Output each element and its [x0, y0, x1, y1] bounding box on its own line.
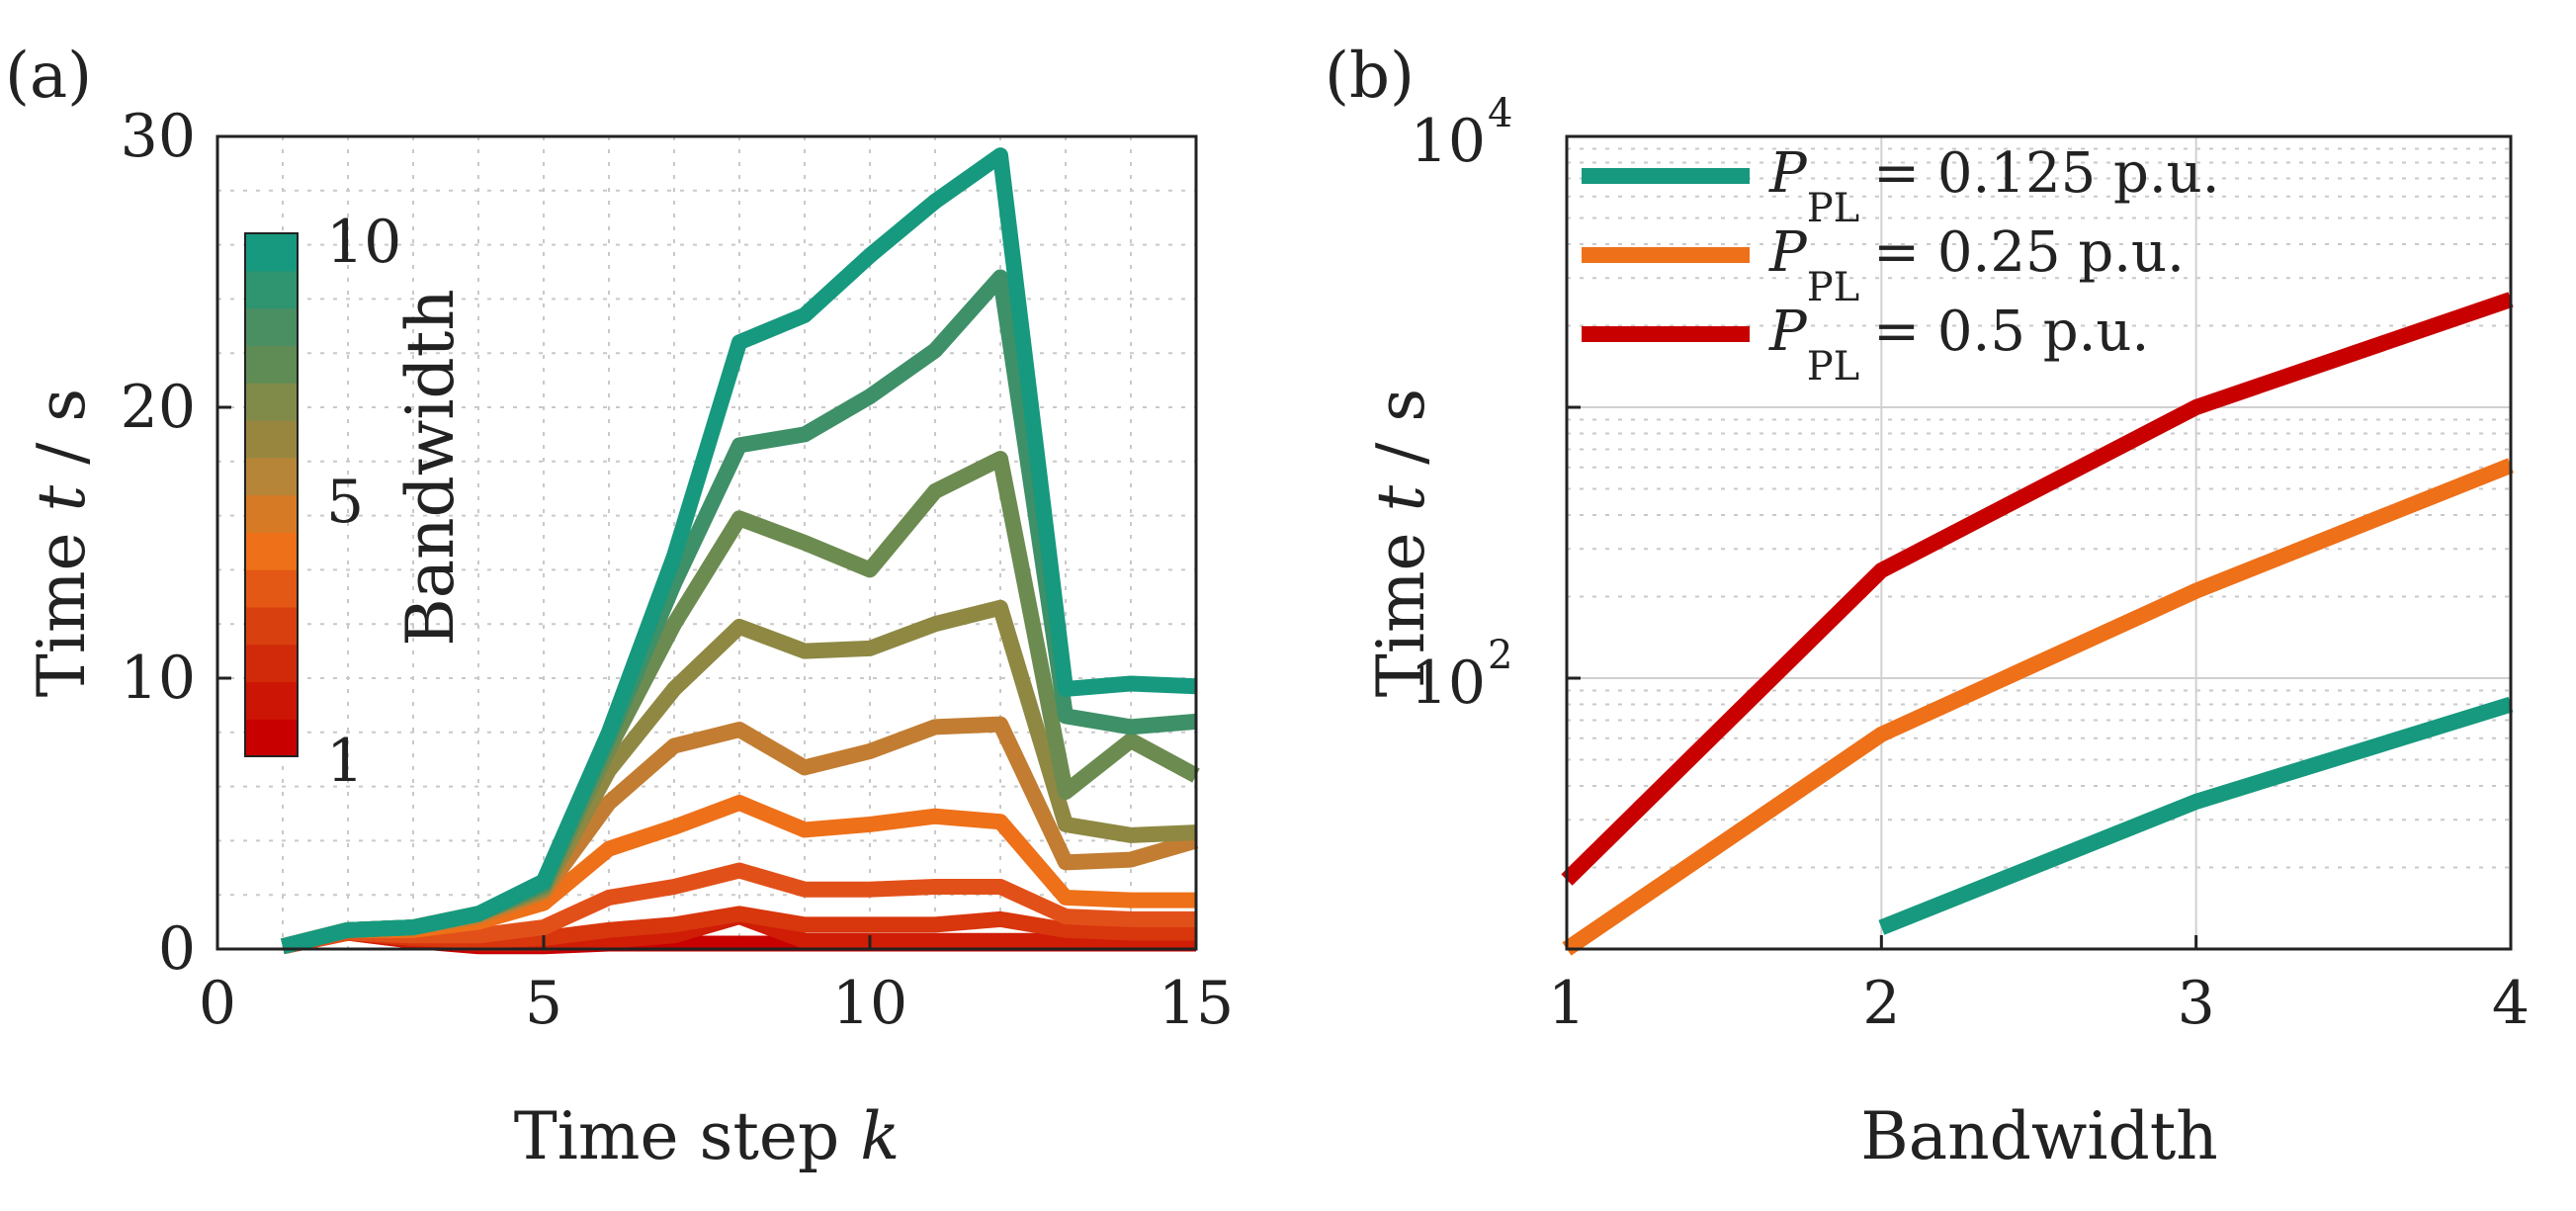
plot-b-ylabel: Time t / s — [1363, 389, 1439, 697]
y-tick-label: 20 — [121, 373, 196, 442]
colorbar-segment — [245, 606, 298, 646]
colorbar-segment — [245, 383, 298, 421]
series-line-1 — [1878, 696, 2514, 935]
legend-subscript: PL — [1807, 186, 1859, 231]
panel-a-label: (a) — [5, 40, 92, 113]
legend-var: P — [1768, 220, 1808, 285]
y-tick-exponent: 4 — [1488, 91, 1512, 136]
colorbar-segment — [245, 644, 298, 683]
plot-a-ylabel-text: Time — [24, 532, 100, 697]
colorbar-segment — [245, 532, 298, 570]
legend-var: P — [1768, 141, 1808, 206]
y-tick-label: 0 — [158, 914, 196, 984]
series-line-3 — [1561, 292, 2514, 886]
plot-a-lines — [281, 147, 1200, 955]
x-tick-label: 1 — [1548, 969, 1586, 1038]
plot-a-xlabel: Time step k — [514, 1098, 900, 1174]
x-tick-label: 5 — [525, 969, 562, 1038]
colorbar-segment — [245, 569, 298, 608]
legend-rest: = 0.25 p.u. — [1873, 220, 2185, 285]
legend-rest: = 0.5 p.u. — [1873, 300, 2149, 364]
colorbar-segment — [245, 233, 298, 272]
legend: PPL= 0.125 p.u.PPL= 0.25 p.u.PPL= 0.5 p.… — [1582, 141, 2220, 389]
plot-b-background — [1567, 136, 2511, 949]
x-tick-label: 3 — [2178, 969, 2215, 1038]
plot-a-xlabel-var: k — [860, 1098, 900, 1174]
legend-label-2: PPL = 0.25 p.u. — [1768, 220, 2185, 310]
y-tick-base: 10 — [1411, 107, 1486, 176]
panel-b-label: (b) — [1325, 40, 1415, 113]
y-tick-label: 10 — [1411, 649, 1486, 718]
x-tick-label: 0 — [199, 969, 236, 1038]
y-tick-label: 10 — [121, 644, 196, 713]
x-tick-label: 15 — [1159, 969, 1234, 1038]
colorbar-segment — [245, 457, 298, 496]
plot-b-lines — [1561, 292, 2514, 956]
colorbar-segment — [245, 719, 298, 757]
colorbar-tick-label: 1 — [326, 727, 364, 796]
legend-subscript: PL — [1807, 265, 1859, 310]
y-tick-exponent: 2 — [1488, 633, 1512, 678]
series-line-bandwidth-4 — [281, 862, 1196, 955]
legend-rest: = 0.125 p.u. — [1873, 141, 2219, 206]
colorbar-segment — [245, 270, 298, 309]
colorbar-frame — [244, 232, 299, 757]
x-tick-label: 4 — [2492, 969, 2530, 1038]
colorbar-tick-label: 10 — [326, 208, 401, 277]
plot-a-ylabel: Time t / s — [24, 389, 100, 697]
y-tick-label: 30 — [121, 102, 196, 171]
plot-a-ylabel-var: t — [24, 484, 100, 511]
plot-a-frame — [215, 134, 1198, 951]
plot-b-xlabel: Bandwidth — [1860, 1098, 2218, 1174]
legend-subscript: PL — [1807, 344, 1859, 389]
plot-b-ylabel-var: t — [1363, 484, 1439, 511]
panel-a: 10 5 1 Bandwidth 0 5 10 15 0 10 20 30 (a) Time ste… — [5, 40, 1234, 1174]
legend-label-3: PPL = 0.5 p.u. — [1768, 300, 2149, 389]
colorbar-segment — [245, 681, 298, 720]
x-tick-label: 10 — [832, 969, 907, 1038]
y-tick-label: 10 — [1411, 107, 1486, 176]
legend-label-1: PPL = 0.125 p.u. — [1768, 141, 2220, 231]
plot-b-ylabel-unit: / s — [1363, 389, 1439, 465]
colorbar-label: Bandwidth — [392, 289, 469, 647]
plot-b-ylabel-text: Time — [1363, 532, 1439, 697]
legend-var: P — [1768, 300, 1808, 364]
colorbar: 10 5 1 Bandwidth — [244, 208, 469, 796]
plot-a-xlabel-text: Time step — [514, 1098, 839, 1174]
colorbar-segment — [245, 494, 298, 533]
series-line-2 — [1562, 458, 2514, 956]
plot-b-frame — [1565, 134, 2513, 951]
colorbar-tick-label: 5 — [326, 468, 364, 537]
colorbar-segment — [245, 419, 298, 459]
series-line-bandwidth-10 — [281, 147, 1197, 955]
colorbar-segment — [245, 307, 298, 346]
colorbar-segment — [245, 345, 298, 384]
plot-a-ylabel-unit: / s — [24, 389, 100, 465]
x-tick-label: 2 — [1862, 969, 1900, 1038]
y-tick-base: 10 — [1411, 649, 1486, 718]
